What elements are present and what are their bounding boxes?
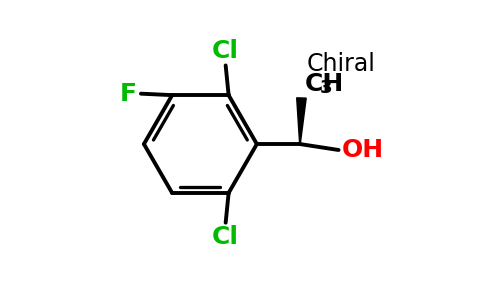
Polygon shape [297,98,306,144]
Text: 3: 3 [320,79,333,97]
Text: OH: OH [342,138,384,162]
Text: Cl: Cl [212,39,239,63]
Text: F: F [120,82,136,106]
Text: CH: CH [304,72,344,96]
Text: Chiral: Chiral [307,52,376,76]
Text: Cl: Cl [212,225,239,249]
